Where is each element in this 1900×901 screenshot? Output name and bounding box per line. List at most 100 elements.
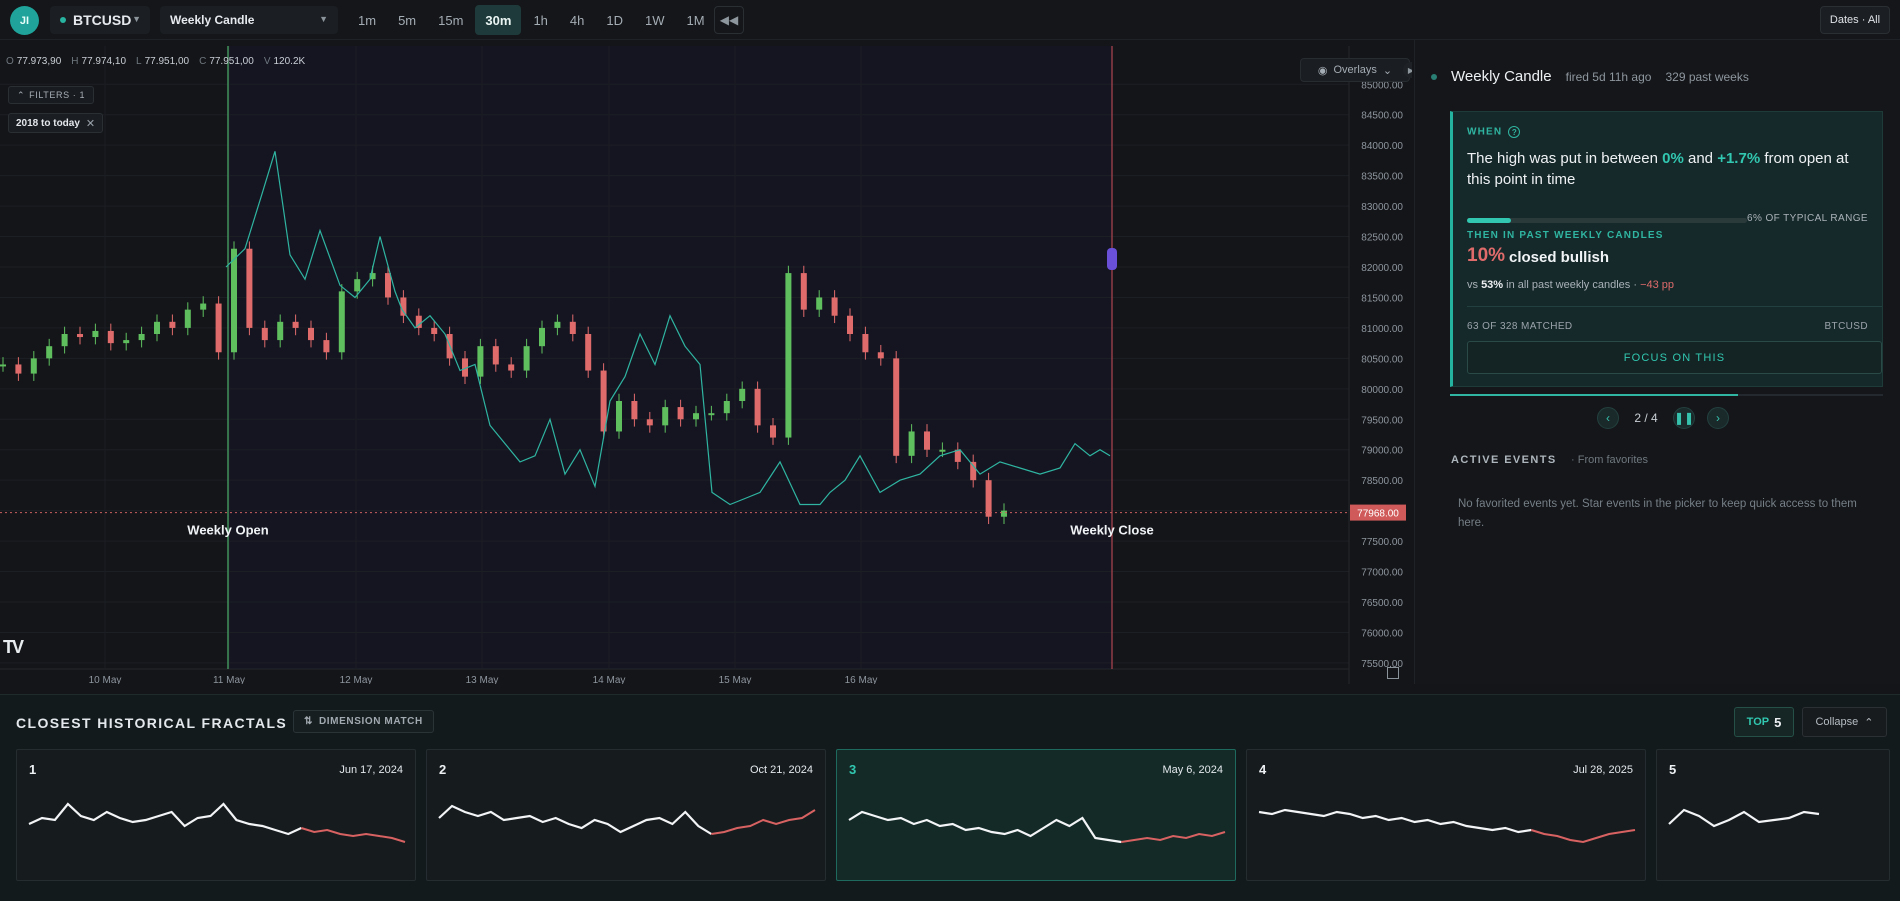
candle-body <box>954 449 961 462</box>
fractal-date: Oct 21, 2024 <box>750 764 813 776</box>
event-title: Weekly Candle <box>1451 68 1552 85</box>
candle-body <box>354 279 361 292</box>
fractal-sparkline <box>848 810 1226 844</box>
candle-body <box>723 401 730 414</box>
y-tick-label: 77000.00 <box>1361 568 1403 579</box>
tradingview-logo: TV <box>3 637 24 657</box>
candle-body <box>939 449 946 452</box>
timeframe-30m[interactable]: 30m <box>475 5 522 35</box>
dimension-match-button[interactable]: ⇅ DIMENSION MATCH <box>293 710 434 733</box>
y-tick-label: 81500.00 <box>1361 293 1403 304</box>
fractal-card[interactable]: 2 Oct 21, 2024 <box>426 749 826 881</box>
candle-body <box>323 340 330 353</box>
timeframe-4h[interactable]: 4h <box>569 12 585 28</box>
candle-body <box>107 330 114 344</box>
collapse-button[interactable]: Collapse ⌃ <box>1802 707 1887 737</box>
close-icon[interactable]: ✕ <box>85 117 96 130</box>
chevron-left-icon[interactable]: ‹ <box>1597 407 1619 429</box>
chart-canvas[interactable]: 85000.00 84500.00 84000.00 83500.00 83000.00… <box>0 46 1412 684</box>
date-range-filter[interactable]: 2018 to today ✕ <box>8 113 104 133</box>
candle-body <box>462 358 468 377</box>
help-icon[interactable]: ? <box>1508 126 1521 138</box>
event-status-dot <box>1431 74 1437 80</box>
x-tick-label: 14 May <box>593 675 626 684</box>
timeframe-1h[interactable]: 1h <box>533 12 548 28</box>
fractal-rank: 3 <box>849 762 857 777</box>
timeframe-5m[interactable]: 5m <box>398 12 417 28</box>
candle-body <box>662 407 669 426</box>
matched-symbol: BTCUSD <box>1824 321 1868 332</box>
fractal-date: Jul 28, 2025 <box>1573 764 1633 776</box>
timeframe-1m[interactable]: 1m <box>358 12 377 28</box>
focus-on-this-button[interactable]: FOCUS ON THIS <box>1467 341 1882 374</box>
ohlc-high: H 77.974,10 <box>71 56 127 67</box>
candle-body <box>785 273 792 438</box>
y-tick-label: 79500.00 <box>1361 415 1403 426</box>
timeframe-1mo[interactable]: 1M <box>686 12 705 28</box>
x-tick-label: 11 May <box>213 675 245 684</box>
y-tick-label: 80500.00 <box>1361 354 1403 365</box>
event-window-shade <box>228 46 1112 669</box>
fractal-sparkline <box>438 804 816 835</box>
fractal-projection-line <box>1531 829 1636 844</box>
candle-body <box>523 346 530 371</box>
chevron-right-icon[interactable]: › <box>1707 407 1729 429</box>
fractal-card[interactable]: 1 Jun 17, 2024 <box>16 749 416 881</box>
weekly-open-label: Weekly Open <box>187 523 268 538</box>
x-tick-label: 12 May <box>340 675 373 684</box>
y-tick-label: 81000.00 <box>1361 324 1403 335</box>
dates-button[interactable]: Dates · All <box>1820 6 1890 34</box>
candle-body <box>708 413 715 416</box>
candle-body <box>492 346 499 365</box>
y-tick-label: 76500.00 <box>1361 598 1403 609</box>
candle-body <box>508 364 515 371</box>
candle-body <box>847 315 853 334</box>
y-tick-label: 80000.00 <box>1361 385 1403 396</box>
candle-body <box>400 297 407 316</box>
top-n-selector[interactable]: TOP 5 <box>1734 707 1794 737</box>
candle-body <box>554 321 561 328</box>
candle-body <box>877 352 884 359</box>
sort-icon: ⇅ <box>304 716 313 727</box>
pause-icon[interactable]: ❚❚ <box>1673 407 1695 429</box>
fractal-date: Jun 17, 2024 <box>339 764 403 776</box>
current-price-tag <box>1350 504 1406 521</box>
y-tick-label: 78500.00 <box>1361 476 1403 487</box>
candle-body <box>646 419 653 426</box>
overlays-button[interactable]: ◉ Overlays ⌄ <box>1300 58 1410 82</box>
fractal-history-line <box>1668 808 1820 828</box>
user-avatar[interactable]: JI <box>10 6 39 35</box>
fullscreen-icon[interactable] <box>1387 667 1399 679</box>
rewind-icon: ◀◀ <box>719 13 739 27</box>
candle-body <box>477 346 484 377</box>
active-events-source: · From favorites <box>1571 454 1649 466</box>
baseline-comparison: vs 53% in all past weekly candles · −43 … <box>1467 279 1675 291</box>
typical-range-bar <box>1467 218 1747 223</box>
candle-body <box>862 334 869 353</box>
event-selector[interactable]: Weekly Candle ▼ <box>160 6 338 34</box>
candle-body <box>123 340 130 344</box>
ohlc-open: O 77.973,90 <box>6 56 62 67</box>
rewind-button[interactable]: ◀◀ <box>714 6 744 34</box>
timeframe-15m[interactable]: 15m <box>438 12 464 28</box>
timeframe-1d[interactable]: 1D <box>606 12 624 28</box>
weekly-close-label: Weekly Close <box>1070 523 1154 538</box>
price-chart[interactable]: 85000.00 84500.00 84000.00 83500.00 83000.00… <box>0 46 1412 684</box>
fractal-projection-line <box>1121 831 1226 843</box>
candle-body <box>431 327 438 334</box>
candle-body <box>169 321 176 328</box>
candle-body <box>970 461 977 481</box>
symbol-selector[interactable]: BTCUSD ▼ <box>50 6 150 34</box>
fractal-card[interactable]: 5 <box>1656 749 1890 881</box>
filters-toggle[interactable]: ⌃ FILTERS · 1 <box>8 86 95 104</box>
event-label: Weekly Candle <box>170 13 255 27</box>
timeframe-1w[interactable]: 1W <box>645 12 665 28</box>
fractal-sparkline <box>1668 808 1820 828</box>
candle-body <box>816 297 823 310</box>
ohlc-volume: V 120.2K <box>263 56 306 67</box>
fractal-history-line <box>438 804 712 835</box>
fractal-card[interactable]: 4 Jul 28, 2025 <box>1246 749 1646 881</box>
fractal-history-line <box>1258 808 1532 834</box>
chevron-right-icon[interactable]: ▶ <box>1403 62 1412 78</box>
fractal-card-selected[interactable]: 3 May 6, 2024 <box>836 749 1236 881</box>
